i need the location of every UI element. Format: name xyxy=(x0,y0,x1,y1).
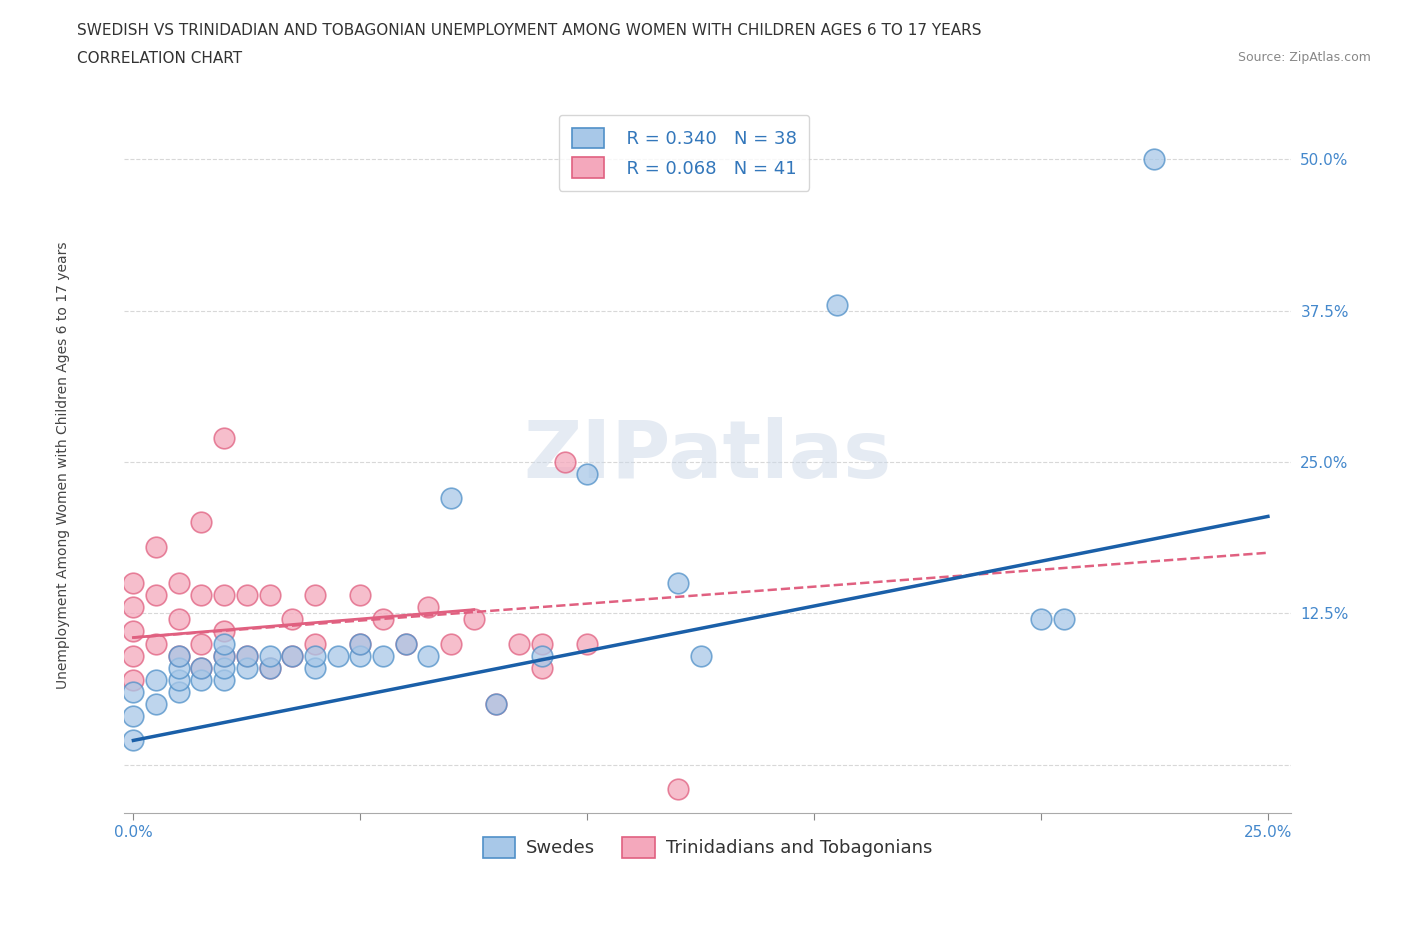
Point xyxy=(689,648,711,663)
Point xyxy=(190,672,212,687)
Point xyxy=(212,672,235,687)
Point xyxy=(259,660,281,675)
Text: ZIPatlas: ZIPatlas xyxy=(523,417,891,495)
Point xyxy=(212,660,235,675)
Point xyxy=(145,636,167,651)
Point xyxy=(418,600,440,615)
Point xyxy=(190,515,212,530)
Point xyxy=(190,588,212,603)
Point xyxy=(1053,612,1076,627)
Point xyxy=(212,588,235,603)
Point xyxy=(212,624,235,639)
Point xyxy=(304,648,326,663)
Point xyxy=(553,455,575,470)
Point xyxy=(167,672,190,687)
Point xyxy=(190,660,212,675)
Point xyxy=(395,636,418,651)
Point xyxy=(145,672,167,687)
Point xyxy=(395,636,418,651)
Point xyxy=(530,648,553,663)
Point xyxy=(825,297,848,312)
Point xyxy=(236,648,259,663)
Point xyxy=(122,684,145,699)
Point xyxy=(212,636,235,651)
Text: Unemployment Among Women with Children Ages 6 to 17 years: Unemployment Among Women with Children A… xyxy=(56,241,70,689)
Point xyxy=(281,612,304,627)
Point xyxy=(666,576,689,591)
Point xyxy=(440,636,463,651)
Point xyxy=(508,636,530,651)
Point xyxy=(281,648,304,663)
Point xyxy=(122,733,145,748)
Point xyxy=(304,660,326,675)
Point xyxy=(281,648,304,663)
Point xyxy=(212,648,235,663)
Point xyxy=(145,539,167,554)
Point xyxy=(122,672,145,687)
Point xyxy=(304,588,326,603)
Point xyxy=(259,648,281,663)
Text: Source: ZipAtlas.com: Source: ZipAtlas.com xyxy=(1237,51,1371,64)
Point xyxy=(167,612,190,627)
Point xyxy=(212,431,235,445)
Point xyxy=(349,636,371,651)
Point xyxy=(122,600,145,615)
Point xyxy=(576,467,599,482)
Point xyxy=(349,648,371,663)
Point xyxy=(530,636,553,651)
Point xyxy=(485,697,508,711)
Point xyxy=(349,588,371,603)
Point xyxy=(212,648,235,663)
Point xyxy=(485,697,508,711)
Point xyxy=(418,648,440,663)
Point xyxy=(190,660,212,675)
Point xyxy=(259,588,281,603)
Point xyxy=(122,576,145,591)
Point xyxy=(349,636,371,651)
Point xyxy=(167,648,190,663)
Point xyxy=(1143,152,1166,166)
Point xyxy=(167,684,190,699)
Point xyxy=(463,612,485,627)
Point xyxy=(122,709,145,724)
Text: CORRELATION CHART: CORRELATION CHART xyxy=(77,51,242,66)
Point xyxy=(145,697,167,711)
Point xyxy=(304,636,326,651)
Point xyxy=(122,624,145,639)
Point xyxy=(167,576,190,591)
Point xyxy=(167,648,190,663)
Point xyxy=(1029,612,1052,627)
Point xyxy=(259,660,281,675)
Point xyxy=(236,660,259,675)
Point xyxy=(576,636,599,651)
Point xyxy=(440,491,463,506)
Point xyxy=(167,660,190,675)
Point xyxy=(145,588,167,603)
Point xyxy=(236,648,259,663)
Point xyxy=(122,648,145,663)
Point xyxy=(371,612,394,627)
Legend: Swedes, Trinidadians and Tobagonians: Swedes, Trinidadians and Tobagonians xyxy=(472,826,943,869)
Point xyxy=(530,660,553,675)
Point xyxy=(326,648,349,663)
Point xyxy=(666,781,689,796)
Point xyxy=(371,648,394,663)
Point xyxy=(190,636,212,651)
Point xyxy=(236,588,259,603)
Text: SWEDISH VS TRINIDADIAN AND TOBAGONIAN UNEMPLOYMENT AMONG WOMEN WITH CHILDREN AGE: SWEDISH VS TRINIDADIAN AND TOBAGONIAN UN… xyxy=(77,23,981,38)
